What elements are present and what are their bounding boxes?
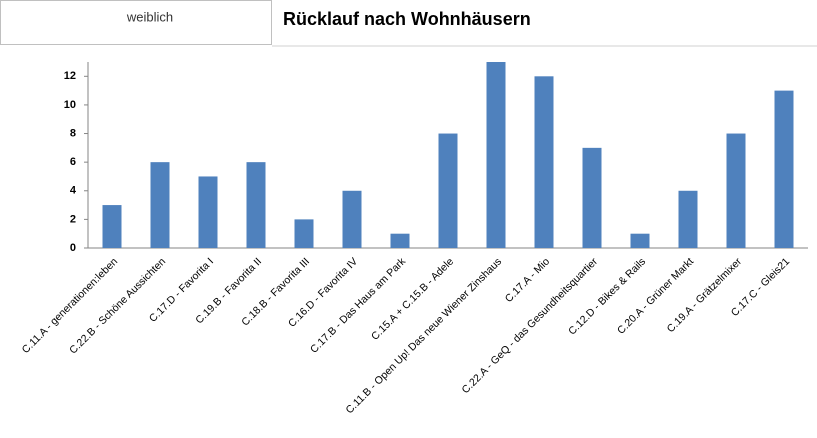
- bar: [294, 219, 314, 248]
- bar: [102, 205, 122, 248]
- bar: [486, 62, 506, 248]
- y-tick-label: 6: [70, 156, 76, 168]
- bar: [774, 90, 794, 248]
- y-tick-label: 12: [64, 70, 76, 82]
- bar: [438, 133, 458, 248]
- x-tick-label: C.17.A - Mio: [503, 255, 552, 304]
- bar: [390, 233, 410, 248]
- bar: [150, 162, 170, 248]
- filter-label[interactable]: weiblich: [126, 9, 173, 24]
- x-tick-label: C.11.A - generationen:leben: [20, 255, 121, 356]
- bar: [246, 162, 266, 248]
- y-tick-label: 2: [70, 213, 76, 225]
- bar: [726, 133, 746, 248]
- y-tick-label: 0: [70, 242, 76, 254]
- x-tick-label: C.17.B - Das Haus am Park: [308, 255, 409, 356]
- bar: [678, 190, 698, 248]
- bar: [630, 233, 650, 248]
- bar: [342, 190, 362, 248]
- chart-title: Rücklauf nach Wohnhäusern: [283, 9, 531, 29]
- y-tick-label: 4: [70, 185, 77, 197]
- y-tick-label: 8: [70, 127, 76, 139]
- y-tick-label: 10: [64, 99, 76, 111]
- bar: [534, 76, 554, 248]
- x-tick-label: C.22.B - Schöne Aussichten: [67, 255, 168, 356]
- bar: [198, 176, 218, 248]
- bar: [582, 147, 602, 248]
- filter-box[interactable]: [0, 0, 272, 45]
- x-tick-label: C.15.A + C.15.B - Adele: [369, 255, 456, 342]
